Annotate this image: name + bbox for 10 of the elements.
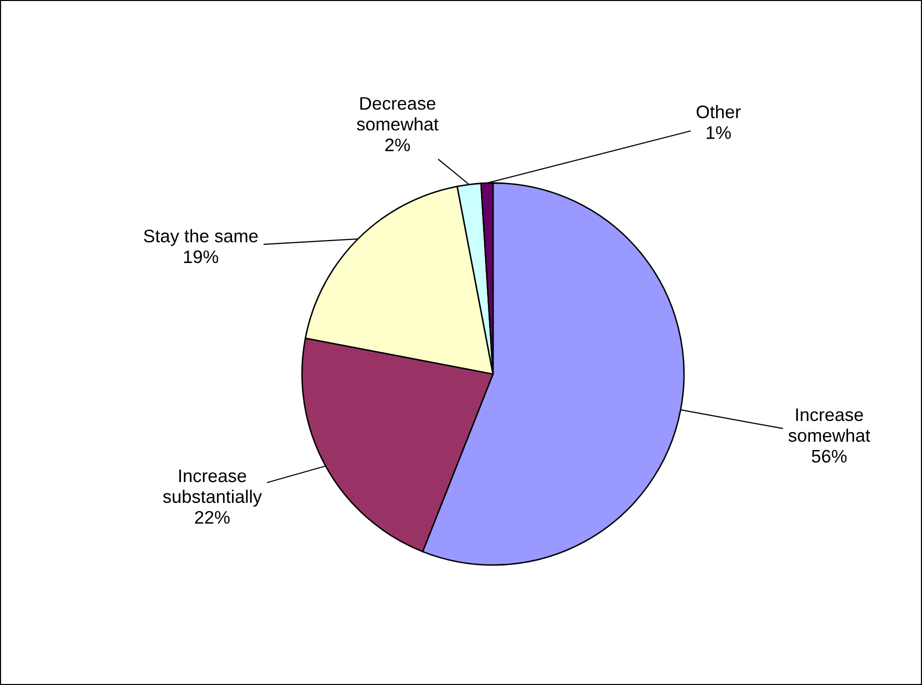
data-label: 19% — [184, 250, 218, 264]
slice-label: Increase substantially — [163, 470, 262, 507]
slice-label: Decrease somewhat — [356, 97, 439, 131]
data-label: 2% — [385, 138, 410, 152]
data-label: 22% — [195, 510, 230, 524]
data-label: 56% — [812, 450, 847, 463]
data-label: 1% — [706, 126, 731, 139]
slice-label: Increase somewhat — [788, 408, 870, 442]
slice-label: Other — [696, 104, 741, 118]
slice-label: Stay the same — [144, 229, 258, 246]
